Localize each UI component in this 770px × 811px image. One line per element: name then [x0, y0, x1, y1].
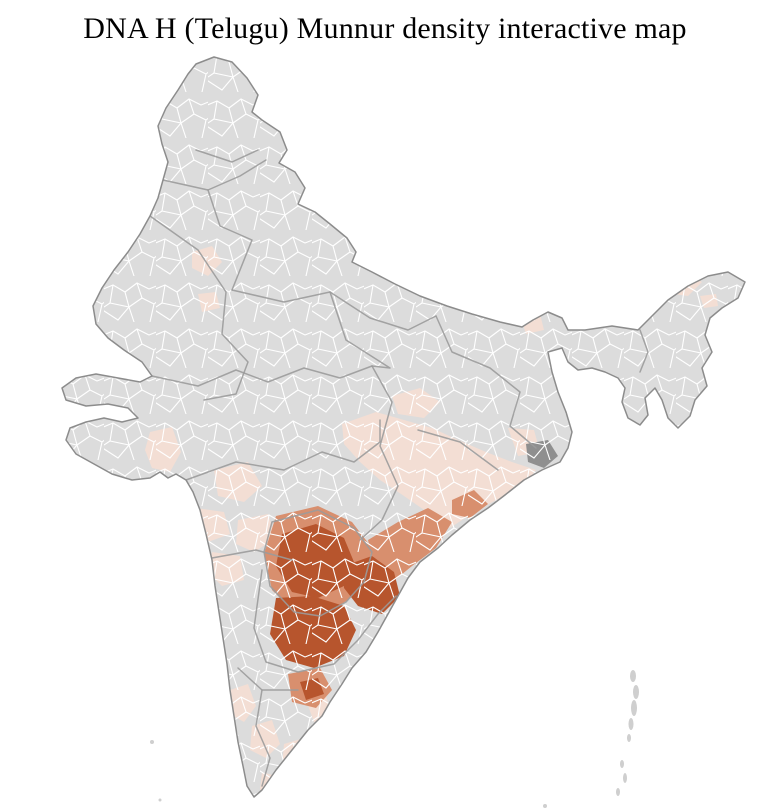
- state-border-line: [162, 159, 267, 191]
- island-chains[interactable]: [150, 670, 639, 808]
- state-border-line: [263, 509, 373, 617]
- state-border-line: [329, 291, 391, 369]
- state-border-line: [435, 315, 537, 449]
- state-border-line: [149, 215, 249, 401]
- island-shape: [627, 734, 631, 742]
- state-border-line: [207, 189, 253, 291]
- island-shape: [616, 788, 620, 796]
- island-shape: [543, 804, 547, 808]
- state-border-line: [211, 549, 293, 561]
- state-border-line: [195, 149, 259, 163]
- island-shape: [631, 700, 637, 716]
- island-shape: [620, 760, 624, 768]
- state-border-line: [639, 329, 649, 373]
- country-landmass[interactable]: [40, 40, 760, 810]
- state-border-line: [417, 429, 499, 471]
- district-mesh-overlay: [62, 57, 745, 797]
- state-border-line: [359, 365, 399, 541]
- country-outline: [61, 56, 746, 798]
- island-shape: [630, 670, 636, 682]
- island-shape: [158, 798, 162, 802]
- state-borders: [149, 149, 649, 787]
- state-border-line: [253, 569, 397, 673]
- map-title: DNA H (Telugu) Munnur density interactiv…: [83, 12, 687, 45]
- island-shape: [628, 718, 634, 730]
- state-border-line: [151, 365, 373, 387]
- state-border-line: [185, 419, 381, 481]
- island-shape: [623, 773, 627, 783]
- island-shape: [150, 740, 154, 744]
- island-shape: [633, 685, 639, 699]
- state-border-line: [237, 667, 271, 787]
- state-border-line: [231, 289, 437, 331]
